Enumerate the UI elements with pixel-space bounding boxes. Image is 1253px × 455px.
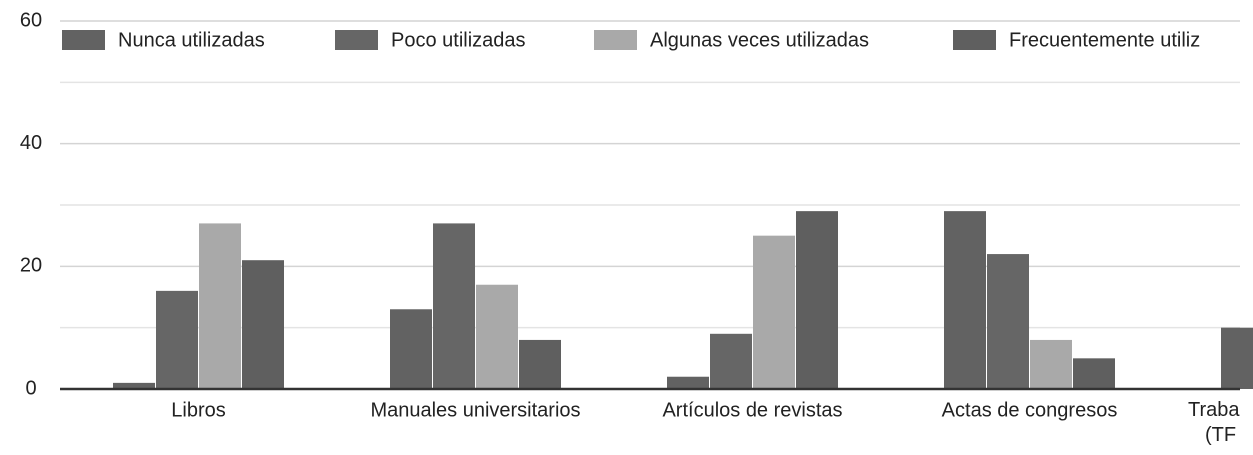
bar: [944, 211, 986, 389]
legend-label: Algunas veces utilizadas: [650, 29, 869, 51]
legend-swatch: [953, 30, 996, 50]
bar: [156, 290, 198, 389]
bar: [433, 223, 475, 389]
bar: [753, 235, 795, 389]
y-tick-label: 60: [20, 9, 42, 31]
bar: [519, 339, 561, 389]
legend-label: Poco utilizadas: [391, 29, 526, 51]
y-tick-label: 20: [20, 255, 42, 277]
bar: [796, 211, 838, 389]
legend-label: Frecuentemente utiliz: [1009, 29, 1200, 51]
legend-swatch: [594, 30, 637, 50]
bar: [242, 260, 284, 389]
x-tick-label: Libros: [171, 399, 225, 421]
bar: [667, 376, 709, 389]
bar: [987, 254, 1029, 389]
x-tick-label: Traba (TF: [1188, 399, 1240, 446]
bar: [1221, 327, 1253, 389]
legend-label: Nunca utilizadas: [118, 29, 265, 51]
y-tick-label: 40: [20, 132, 42, 154]
legend-swatch: [335, 30, 378, 50]
bar: [199, 223, 241, 389]
bar: [476, 284, 518, 389]
x-tick-label: Artículos de revistas: [662, 399, 842, 421]
x-tick-label: Manuales universitarios: [370, 399, 580, 421]
bar: [390, 309, 432, 389]
bar: [1073, 358, 1115, 389]
bar: [710, 333, 752, 389]
y-tick-label: 0: [25, 377, 36, 399]
bar: [113, 382, 155, 389]
bar: [1030, 339, 1072, 389]
legend-swatch: [62, 30, 105, 50]
x-tick-label: Actas de congresos: [942, 399, 1118, 421]
